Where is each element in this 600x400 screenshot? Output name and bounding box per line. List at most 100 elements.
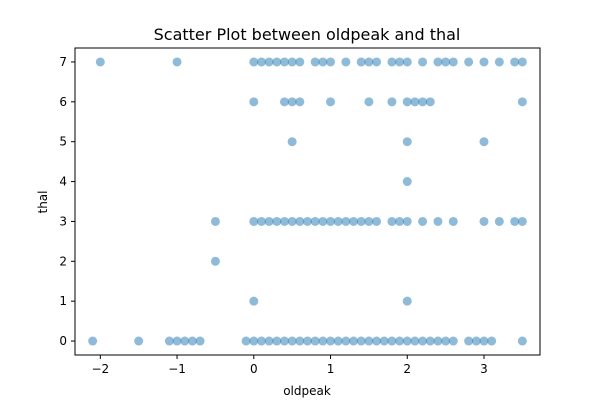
plot-frame — [74, 47, 541, 356]
data-point — [333, 336, 343, 346]
data-point — [256, 216, 266, 226]
data-point — [364, 57, 374, 67]
data-point — [272, 336, 282, 346]
x-tick-label: 3 — [480, 362, 488, 376]
data-point — [471, 336, 481, 346]
data-point — [295, 216, 305, 226]
data-point — [433, 57, 443, 67]
data-point — [448, 57, 458, 67]
data-point — [310, 336, 320, 346]
x-tick-label: 2 — [403, 362, 411, 376]
data-point — [464, 336, 474, 346]
data-point — [341, 336, 351, 346]
data-point — [387, 216, 397, 226]
data-point — [464, 57, 474, 67]
data-point — [187, 336, 197, 346]
data-point — [517, 57, 527, 67]
y-tick-label: 4 — [59, 175, 67, 189]
data-point — [441, 57, 451, 67]
data-point — [287, 97, 297, 107]
data-point — [210, 256, 220, 266]
data-point — [264, 57, 274, 67]
data-point — [349, 216, 359, 226]
data-point — [402, 97, 412, 107]
data-point — [510, 216, 520, 226]
data-point — [249, 57, 259, 67]
data-point — [510, 57, 520, 67]
data-point — [264, 216, 274, 226]
data-point — [134, 336, 144, 346]
data-point — [418, 336, 428, 346]
data-point — [395, 216, 405, 226]
data-point — [479, 336, 489, 346]
x-tick-label: 0 — [250, 362, 258, 376]
data-point — [402, 57, 412, 67]
data-point — [418, 216, 428, 226]
data-point — [356, 216, 366, 226]
data-point — [441, 336, 451, 346]
data-point — [402, 216, 412, 226]
data-point — [272, 216, 282, 226]
data-point — [279, 336, 289, 346]
data-point — [241, 336, 251, 346]
data-point — [279, 57, 289, 67]
y-axis-ticks: 0 1 2 3 4 5 6 7 — [59, 55, 75, 348]
data-point — [287, 216, 297, 226]
y-axis-label: thal — [36, 191, 50, 214]
x-tick-label: 1 — [327, 362, 335, 376]
data-point — [172, 336, 182, 346]
data-point — [418, 57, 428, 67]
data-point — [410, 336, 420, 346]
data-point — [479, 137, 489, 147]
data-point — [433, 336, 443, 346]
data-point — [425, 97, 435, 107]
data-point — [318, 216, 328, 226]
data-point — [249, 97, 259, 107]
data-point — [95, 57, 105, 67]
y-tick-label: 3 — [59, 214, 67, 228]
data-point — [295, 97, 305, 107]
data-point — [318, 336, 328, 346]
y-tick-label: 7 — [59, 55, 67, 69]
data-point — [295, 336, 305, 346]
data-point — [249, 336, 259, 346]
data-point — [517, 216, 527, 226]
data-point — [287, 57, 297, 67]
data-point — [379, 336, 389, 346]
data-point — [349, 336, 359, 346]
data-point — [295, 57, 305, 67]
data-point — [326, 97, 336, 107]
data-point — [395, 57, 405, 67]
data-point — [256, 336, 266, 346]
data-point — [448, 336, 458, 346]
data-point — [287, 137, 297, 147]
data-point — [249, 216, 259, 226]
data-point — [249, 296, 259, 306]
data-point — [326, 336, 336, 346]
data-point — [356, 336, 366, 346]
data-point — [402, 137, 412, 147]
data-point — [264, 336, 274, 346]
x-tick-label: −2 — [91, 362, 109, 376]
data-point — [517, 336, 527, 346]
data-point — [272, 57, 282, 67]
data-point — [364, 97, 374, 107]
data-point — [387, 57, 397, 67]
data-point — [318, 57, 328, 67]
data-point — [479, 57, 489, 67]
points-layer — [88, 57, 527, 346]
y-tick-label: 5 — [59, 135, 67, 149]
data-point — [303, 216, 312, 226]
data-point — [387, 336, 397, 346]
data-point — [395, 336, 405, 346]
data-point — [479, 216, 489, 226]
data-point — [402, 336, 412, 346]
chart-title: Scatter Plot between oldpeak and thal — [154, 25, 461, 44]
data-point — [517, 97, 527, 107]
data-point — [341, 57, 351, 67]
data-point — [364, 336, 374, 346]
x-axis-label: oldpeak — [283, 384, 331, 398]
data-point — [487, 336, 497, 346]
data-point — [410, 97, 420, 107]
